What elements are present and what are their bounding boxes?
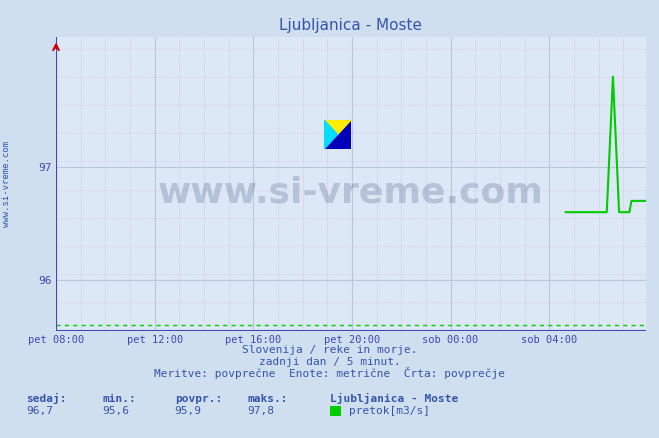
Text: maks.:: maks.: [247, 394, 287, 404]
Title: Ljubljanica - Moste: Ljubljanica - Moste [279, 18, 422, 33]
Text: min.:: min.: [102, 394, 136, 404]
Text: 96,7: 96,7 [26, 406, 53, 416]
Polygon shape [324, 120, 351, 134]
Text: Ljubljanica - Moste: Ljubljanica - Moste [330, 393, 458, 404]
Text: sedaj:: sedaj: [26, 393, 67, 404]
Text: zadnji dan / 5 minut.: zadnji dan / 5 minut. [258, 357, 401, 367]
Text: Meritve: povprečne  Enote: metrične  Črta: povprečje: Meritve: povprečne Enote: metrične Črta:… [154, 367, 505, 379]
Text: 95,6: 95,6 [102, 406, 129, 416]
Text: Slovenija / reke in morje.: Slovenija / reke in morje. [242, 345, 417, 355]
Polygon shape [324, 120, 337, 149]
Text: 95,9: 95,9 [175, 406, 202, 416]
Text: www.si-vreme.com: www.si-vreme.com [158, 176, 544, 210]
Text: 97,8: 97,8 [247, 406, 274, 416]
Text: pretok[m3/s]: pretok[m3/s] [349, 406, 430, 416]
Text: povpr.:: povpr.: [175, 394, 222, 404]
Text: www.si-vreme.com: www.si-vreme.com [2, 141, 11, 227]
